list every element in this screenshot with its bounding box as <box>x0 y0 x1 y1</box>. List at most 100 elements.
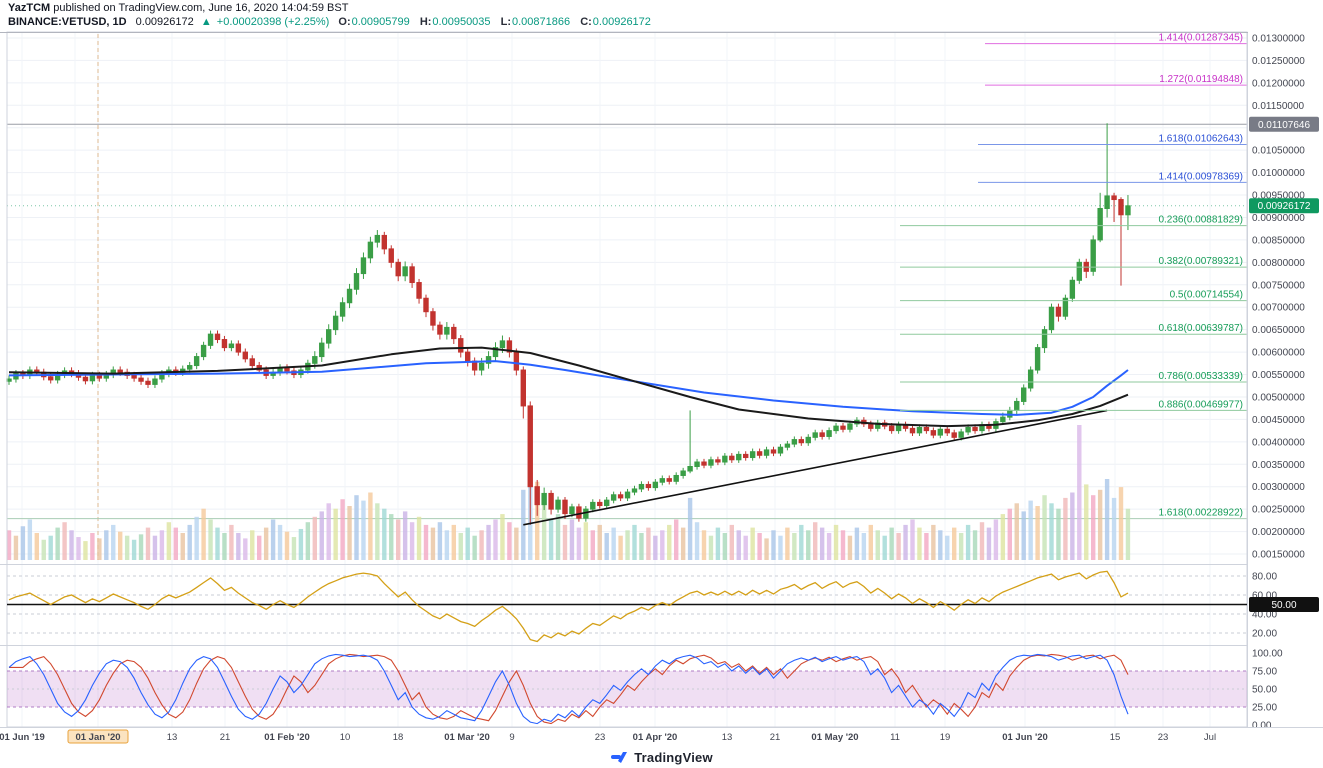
price-axis-label: 0.00350000 <box>1252 460 1305 471</box>
price-axis[interactable]: 0.00150000 0.00200000 0.00250000 0.00300000… <box>1248 32 1323 746</box>
time-axis-label: 9 <box>509 732 514 743</box>
price-axis-label: 0.00250000 <box>1252 505 1305 516</box>
close-label: C: <box>580 16 592 28</box>
price-axis-label: 0.01000000 <box>1252 168 1305 179</box>
price-axis-label: 0.00450000 <box>1252 415 1305 426</box>
time-axis-label: 11 <box>890 732 900 743</box>
price-axis-label: 0.00850000 <box>1252 235 1305 246</box>
time-axis-label: 13 <box>167 732 178 743</box>
time-axis-label: 15 <box>1110 732 1121 743</box>
stoch-axis-label: 25.00 <box>1252 703 1277 714</box>
price-axis-label: 0.01300000 <box>1252 34 1305 45</box>
rsi-axis-label: 40.00 <box>1252 610 1277 621</box>
volume-layer <box>6 425 1131 560</box>
last-price-badge: 0.00926172 <box>1249 198 1319 214</box>
price-axis-label: 0.01050000 <box>1252 146 1305 157</box>
symbol-legend: BINANCE:VETUSD, 1D 0.00926172 ▲ +0.00020… <box>8 16 658 28</box>
fib-level-label: 0.618(0.00639787) <box>1158 323 1243 334</box>
price-axis-label: 0.00300000 <box>1252 482 1305 493</box>
fib-level-label: 0.5(0.00714554) <box>1170 290 1243 301</box>
open-label: O: <box>338 16 351 28</box>
fib-retracement-green[interactable]: 0.236(0.00881829) 0.382(0.00789321) 0.5(0.… <box>900 215 1247 519</box>
price-axis-label: 0.00800000 <box>1252 258 1305 269</box>
ma-black-line <box>8 346 1129 428</box>
price-axis-label: 0.00400000 <box>1252 437 1305 448</box>
chart-canvas[interactable]: 0.236(0.00881829) 0.382(0.00789321) 0.5(0.… <box>0 0 1323 746</box>
rsi-axis-label: 60.00 <box>1252 591 1277 602</box>
price-axis-label: 0.00200000 <box>1252 527 1305 538</box>
close-value: 0.00926172 <box>592 16 651 28</box>
price-change: +0.00020398 (+2.25%) <box>216 16 330 28</box>
time-axis-label: 23 <box>595 732 606 743</box>
stoch-axis-label: 100.00 <box>1252 649 1283 660</box>
footer: TradingView <box>0 746 1323 768</box>
price-axis-label: 0.01150000 <box>1252 101 1305 112</box>
time-axis-label: 01 Jun '19 <box>0 732 45 743</box>
stoch-pane <box>7 670 1247 708</box>
time-axis-label: 01 May '20 <box>811 732 858 743</box>
ascending-trendline[interactable] <box>523 409 1108 526</box>
time-axis-label: 18 <box>393 732 404 743</box>
stoch-d-line <box>9 653 1129 725</box>
rsi-axis-label: 80.00 <box>1252 572 1277 583</box>
open-value: 0.00905799 <box>351 16 410 28</box>
price-axis-label: 0.00700000 <box>1252 303 1305 314</box>
fib-level-label: 1.618(0.00228922) <box>1158 508 1243 519</box>
rsi-line <box>8 570 1129 643</box>
price-axis-label: 0.01200000 <box>1252 78 1305 89</box>
price-axis-label: 0.00900000 <box>1252 213 1305 224</box>
rsi-axis-label: 20.00 <box>1252 629 1277 640</box>
price-axis-label: 0.00950000 <box>1252 191 1305 202</box>
fib-level-label: 0.786(0.00533339) <box>1158 371 1243 382</box>
price-axis-label: 0.00150000 <box>1252 550 1305 561</box>
time-axis-label: 01 Mar '20 <box>444 732 490 743</box>
time-axis-label: 23 <box>1158 732 1169 743</box>
horizontal-levels <box>7 123 1247 520</box>
price-axis-label: 0.00550000 <box>1252 370 1305 381</box>
time-axis-label: 01 Apr '20 <box>633 732 678 743</box>
high-value: 0.00950035 <box>432 16 491 28</box>
stoch-axis-label: 75.00 <box>1252 667 1277 678</box>
fib-level-label: 0.236(0.00881829) <box>1158 215 1243 226</box>
fib-level-label: 0.382(0.00789321) <box>1158 256 1243 267</box>
byline: YazTCM published on TradingView.com, Jun… <box>8 2 348 14</box>
time-axis-label: 19 <box>940 732 951 743</box>
fib-level-label: 1.618(0.01062643) <box>1158 134 1243 145</box>
fib-extension-blue[interactable]: 1.618(0.01062643) 1.414(0.00978369) <box>978 134 1247 183</box>
price-axis-label: 0.00600000 <box>1252 348 1305 359</box>
rsi-mid-badge: 50.00 <box>1249 597 1319 612</box>
time-axis-label: 10 <box>340 732 351 743</box>
byline-author: YazTCM <box>8 2 51 14</box>
fib-extension-magenta[interactable]: 1.414(0.01287345) 1.272(0.01194848) <box>985 33 1247 86</box>
time-axis-label: 13 <box>722 732 733 743</box>
time-axis-label: 01 Feb '20 <box>264 732 310 743</box>
fib-level-label: 1.414(0.00978369) <box>1158 171 1243 182</box>
symbol-name: BINANCE:VETUSD, 1D <box>8 16 127 28</box>
alert-price-badge: 0.01107646 <box>1249 116 1319 132</box>
time-axis-label: 21 <box>220 732 231 743</box>
grid-layer <box>7 32 1247 727</box>
fib-level-label: 0.886(0.00469977) <box>1158 399 1243 410</box>
tradingview-wordmark: TradingView <box>634 749 713 765</box>
tradingview-logo-icon <box>611 752 628 763</box>
price-axis-label: 0.00650000 <box>1252 325 1305 336</box>
high-label: H: <box>419 16 432 28</box>
time-axis-label: Jul <box>1204 732 1216 743</box>
byline-text: published on TradingView.com, June 16, 2… <box>50 2 349 14</box>
stoch-axis-label: 50.00 <box>1252 685 1277 696</box>
low-value: 0.00871866 <box>512 16 571 28</box>
stoch-axis-label: 0.00 <box>1252 721 1272 732</box>
time-axis-label: 21 <box>770 732 781 743</box>
fib-level-label: 1.272(0.01194848) <box>1159 74 1243 85</box>
stoch-k-line <box>8 653 1129 725</box>
time-axis-label: 01 Jan '20 <box>75 732 120 743</box>
time-axis[interactable]: 01 Jun '19 23 01 Jan '20 13 21 01 Feb '20 10 18… <box>0 727 1323 747</box>
last-price: 0.00926172 <box>135 16 194 28</box>
low-label: L: <box>500 16 511 28</box>
price-axis-label: 0.00500000 <box>1252 392 1305 403</box>
svg-text:0.01107646: 0.01107646 <box>1258 120 1311 131</box>
fib-level-label: 1.414(0.01287345) <box>1158 33 1243 44</box>
svg-text:0.00926172: 0.00926172 <box>1258 201 1311 212</box>
ma-blue-line <box>8 360 1129 416</box>
